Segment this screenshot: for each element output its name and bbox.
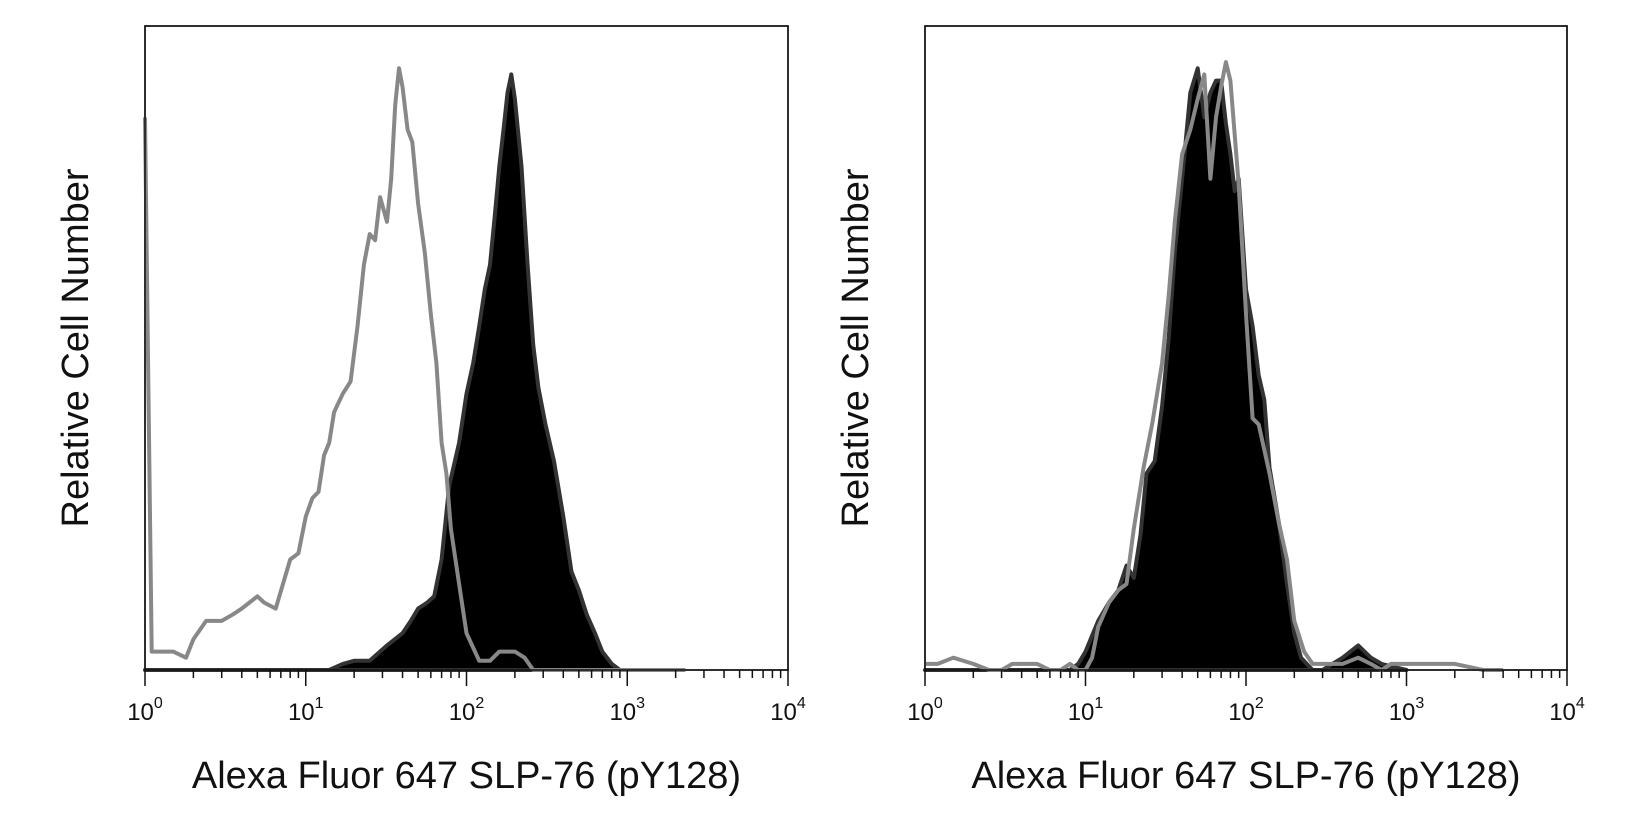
- tick-base: 10: [127, 699, 154, 726]
- x-tick-label: 102: [449, 695, 485, 726]
- x-tick-label: 103: [1389, 695, 1425, 726]
- tick-exponent: 0: [934, 695, 943, 712]
- x-tick-label: 104: [1549, 695, 1585, 726]
- tick-base: 10: [1228, 699, 1255, 726]
- x-tick-label: 104: [770, 695, 806, 726]
- tick-exponent: 4: [797, 695, 806, 712]
- tick-base: 10: [1549, 699, 1576, 726]
- tick-base: 10: [1068, 699, 1095, 726]
- tick-base: 10: [449, 699, 476, 726]
- y-axis-title: Relative Cell Number: [55, 168, 97, 527]
- x-tick-label: 102: [1228, 695, 1264, 726]
- tick-base: 10: [1389, 699, 1416, 726]
- tick-base: 10: [288, 699, 315, 726]
- histogram-series-filled: [143, 72, 622, 672]
- histogram-series-outline: [143, 66, 686, 672]
- x-tick-label: 100: [907, 695, 943, 726]
- tick-exponent: 3: [1415, 695, 1424, 712]
- tick-exponent: 4: [1576, 695, 1585, 712]
- x-tick-label: 103: [609, 695, 645, 726]
- tick-exponent: 2: [1255, 695, 1264, 712]
- tick-base: 10: [770, 699, 797, 726]
- tick-base: 10: [907, 699, 934, 726]
- tick-base: 10: [609, 699, 636, 726]
- x-tick-label: 101: [1068, 695, 1104, 726]
- y-axis-title: Relative Cell Number: [835, 168, 877, 527]
- tick-exponent: 2: [475, 695, 484, 712]
- x-tick-label: 100: [127, 695, 163, 726]
- x-tick-label: 101: [288, 695, 324, 726]
- x-axis-title: Alexa Fluor 647 SLP-76 (pY128): [971, 755, 1520, 797]
- tick-exponent: 1: [315, 695, 324, 712]
- x-axis-title: Alexa Fluor 647 SLP-76 (pY128): [192, 755, 741, 797]
- tick-exponent: 3: [636, 695, 645, 712]
- tick-exponent: 1: [1094, 695, 1103, 712]
- tick-exponent: 0: [154, 695, 163, 712]
